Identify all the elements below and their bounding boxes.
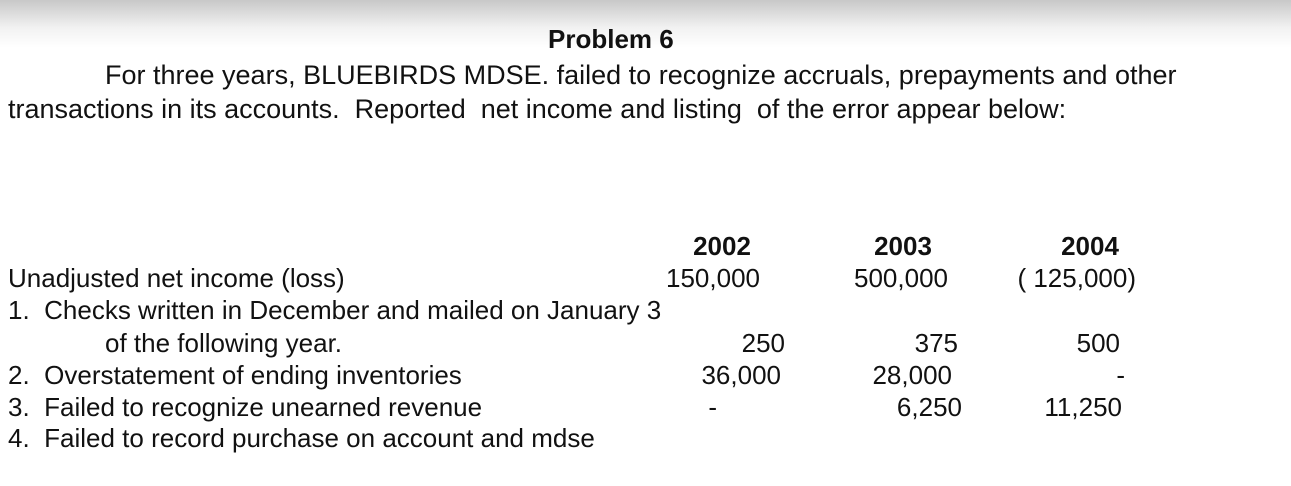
paragraph-line: transactions in its accounts. Reported n… xyxy=(8,94,1067,124)
cell-value: 375 xyxy=(914,328,958,358)
cell-value: - xyxy=(708,392,717,422)
cell-value: 150,000 xyxy=(666,263,760,293)
column-header: 2004 xyxy=(1061,231,1119,261)
row-label: 4. Failed to record purchase on account … xyxy=(8,423,595,453)
row-label: 1. Checks written in December and mailed… xyxy=(8,295,662,325)
row-label: of the following year. xyxy=(105,328,343,358)
cell-value: 11,250 xyxy=(1044,392,1122,422)
row-label: 2. Overstatement of ending inventories xyxy=(8,360,462,390)
cell-value: 500 xyxy=(1076,328,1120,358)
paragraph-line: For three years, BLUEBIRDS MDSE. failed … xyxy=(105,60,1177,90)
column-header: 2003 xyxy=(874,231,932,261)
cell-value: 28,000 xyxy=(872,360,952,390)
cell-value: - xyxy=(1116,360,1125,390)
row-label: Unadjusted net income (loss) xyxy=(8,263,345,293)
cell-value: 500,000 xyxy=(854,263,948,293)
cell-value: 250 xyxy=(741,328,785,358)
row-label: 3. Failed to recognize unearned revenue xyxy=(8,392,483,422)
cell-value: 36,000 xyxy=(701,360,781,390)
column-header: 2002 xyxy=(693,231,751,261)
title: Problem 6 xyxy=(548,24,674,54)
cell-value: ( 125,000) xyxy=(1017,263,1136,293)
cell-value: 6,250 xyxy=(896,392,962,422)
